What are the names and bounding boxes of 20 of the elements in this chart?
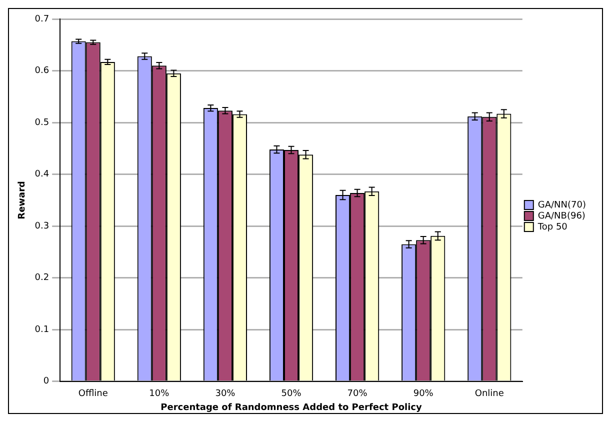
y-tick-label: 0.5: [34, 118, 50, 128]
y-tick-label: 0.6: [34, 66, 50, 76]
legend-label: Top 50: [536, 222, 568, 232]
x-tick-label: 30%: [215, 389, 236, 400]
x-tick-label: Offline: [78, 389, 108, 400]
x-tick-label: 70%: [347, 389, 368, 400]
legend-label: GA/NB(96): [538, 211, 586, 222]
y-tick-label: 0.4: [34, 170, 50, 180]
x-tick-label: 90%: [413, 389, 434, 400]
y-tick-label: 0.1: [34, 324, 50, 335]
x-tick-label: Online: [474, 389, 504, 400]
x-tick-label: 10%: [149, 389, 170, 400]
y-axis-title: Reward: [18, 181, 28, 220]
y-tick-label: 0.3: [34, 221, 50, 232]
x-tick-label: 50%: [281, 389, 302, 400]
y-tick-label: 0.7: [34, 14, 50, 24]
y-tick-label: 0.2: [34, 273, 50, 284]
legend-label: GA/NN(70): [538, 200, 586, 210]
x-axis-title: Percentage of Randomness Added to Perfect Policy: [160, 402, 422, 413]
y-tick-label: 0: [43, 376, 50, 387]
